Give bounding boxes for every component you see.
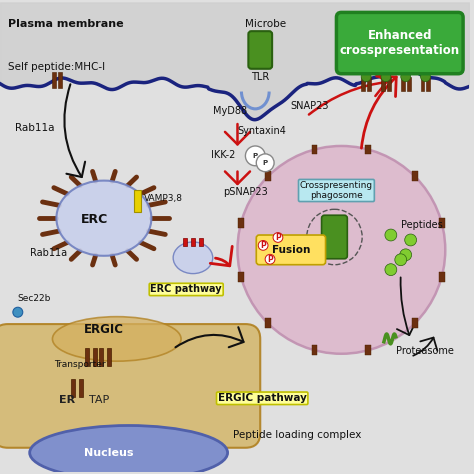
Ellipse shape [56,181,151,256]
Bar [107,348,111,365]
Bar [311,345,318,355]
Circle shape [405,234,417,246]
FancyBboxPatch shape [256,235,326,264]
Bar [238,272,244,282]
Bar [420,77,425,91]
Circle shape [385,229,397,241]
Text: P: P [267,255,273,264]
Bar [53,72,56,88]
Text: Sec22b: Sec22b [18,294,51,303]
Text: SNAP23: SNAP23 [290,101,328,111]
Bar [99,348,103,365]
Bar [439,218,445,228]
Bar [93,348,97,365]
Bar [134,191,142,212]
FancyBboxPatch shape [0,324,260,448]
Circle shape [395,254,407,266]
Text: VAMP3,8: VAMP3,8 [144,194,182,203]
Bar [412,319,418,328]
Text: TAP: TAP [89,395,109,405]
Bar [381,77,385,91]
Circle shape [385,264,397,275]
Text: Crosspresenting
phagosome: Crosspresenting phagosome [300,181,373,200]
Bar [401,77,405,91]
Bar [79,380,83,397]
Circle shape [256,154,274,172]
Text: MyD88: MyD88 [213,106,247,116]
Text: Microbe: Microbe [246,19,286,29]
Bar [58,72,63,88]
Text: P: P [260,241,266,250]
Text: ERC: ERC [81,213,108,226]
FancyBboxPatch shape [248,31,272,69]
Text: Transporter: Transporter [55,360,106,369]
Text: Plasma membrane: Plasma membrane [8,19,124,29]
Text: pSNAP23: pSNAP23 [223,187,267,198]
Bar [191,238,195,246]
Text: P: P [263,160,268,166]
Text: Fusion: Fusion [272,245,310,255]
Ellipse shape [173,242,213,273]
FancyBboxPatch shape [337,12,463,74]
Text: Enhanced
crosspresentation: Enhanced crosspresentation [340,29,460,57]
Text: Self peptide:MHC-I: Self peptide:MHC-I [8,62,105,72]
Text: IKK-2: IKK-2 [211,150,235,160]
Bar [439,272,445,282]
Bar [265,319,271,328]
Text: ERGIC pathway: ERGIC pathway [218,393,307,403]
Bar [199,238,203,246]
FancyBboxPatch shape [321,215,347,259]
Bar [365,345,371,355]
Circle shape [420,72,430,82]
Text: Rab11a: Rab11a [30,248,67,258]
Text: Peptide loading complex: Peptide loading complex [233,430,361,440]
Circle shape [237,146,445,354]
Text: TLR: TLR [251,72,270,82]
Circle shape [400,249,411,261]
Bar [361,77,365,91]
Bar [427,77,430,91]
Bar [311,145,318,155]
Bar [412,172,418,182]
Text: ERC pathway: ERC pathway [150,284,222,294]
Ellipse shape [53,317,181,361]
Circle shape [246,146,265,166]
Bar [367,77,371,91]
Ellipse shape [30,426,228,474]
Circle shape [401,72,410,82]
Bar [238,218,244,228]
Bar [387,77,391,91]
Text: P: P [253,153,258,159]
Bar [407,77,410,91]
Circle shape [381,72,391,82]
Circle shape [361,72,371,82]
Text: P: P [275,233,281,242]
Text: Rab11a: Rab11a [15,123,55,133]
Bar [365,145,371,155]
Bar [183,238,187,246]
Bar [85,348,89,365]
Text: Nucleus: Nucleus [84,447,134,458]
Circle shape [13,307,23,317]
Text: Syntaxin4: Syntaxin4 [237,126,286,136]
Text: Proteasome: Proteasome [396,346,454,356]
Bar [265,172,271,182]
Text: Peptides: Peptides [401,220,443,230]
Bar [71,380,75,397]
Text: ER: ER [59,395,75,405]
Text: ERGIC: ERGIC [84,323,124,336]
